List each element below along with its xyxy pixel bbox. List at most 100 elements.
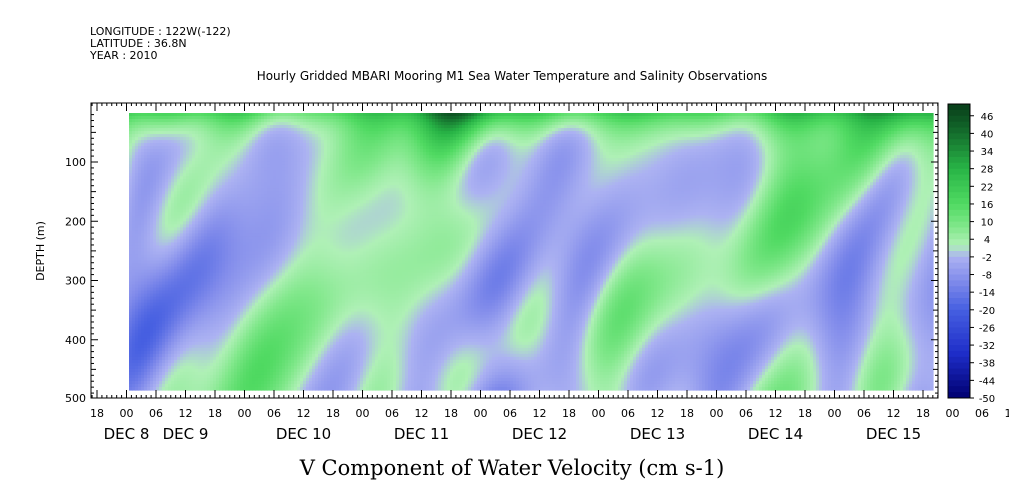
heatmap-cell — [789, 113, 793, 117]
heatmap-cell — [501, 128, 505, 132]
heatmap-cell — [567, 146, 571, 150]
heatmap-cell — [612, 149, 616, 153]
heatmap-cell — [357, 131, 361, 135]
heatmap-cell — [678, 131, 682, 135]
heatmap-cell — [588, 128, 592, 132]
heatmap-cell — [831, 128, 835, 132]
heatmap-cell — [354, 131, 358, 135]
heatmap-cell — [561, 134, 565, 138]
heatmap-cell — [723, 143, 727, 147]
heatmap-cell — [453, 143, 457, 147]
heatmap-cell — [792, 122, 796, 126]
heatmap-cell — [177, 116, 181, 120]
heatmap-cell — [468, 137, 472, 141]
heatmap-cell — [357, 137, 361, 141]
heatmap-cell — [705, 146, 709, 150]
heatmap-cell — [348, 122, 352, 126]
heatmap-cell — [183, 131, 187, 135]
heatmap-cell — [381, 137, 385, 141]
heatmap-cell — [621, 128, 625, 132]
heatmap-cell — [273, 113, 277, 117]
heatmap-cell — [927, 146, 931, 150]
heatmap-cell — [378, 140, 382, 144]
heatmap-cell — [870, 125, 874, 129]
heatmap-cell — [804, 128, 808, 132]
heatmap-cell — [795, 128, 799, 132]
heatmap-cell — [738, 137, 742, 141]
heatmap-cell — [279, 128, 283, 132]
heatmap-cell — [225, 131, 229, 135]
heatmap-cell — [327, 134, 331, 138]
heatmap-cell — [471, 119, 475, 123]
heatmap-cell — [303, 143, 307, 147]
heatmap-cell — [855, 149, 859, 153]
heatmap-cell — [159, 134, 163, 138]
heatmap-cell — [699, 128, 703, 132]
heatmap-cell — [249, 131, 253, 135]
heatmap-cell — [279, 137, 283, 141]
heatmap-cell — [819, 140, 823, 144]
heatmap-cell — [381, 140, 385, 144]
heatmap-cell — [372, 131, 376, 135]
heatmap-cell — [723, 128, 727, 132]
heatmap-cell — [774, 128, 778, 132]
heatmap-cell — [900, 143, 904, 147]
heatmap-cell — [276, 146, 280, 150]
heatmap-cell — [705, 128, 709, 132]
heatmap-cell — [924, 143, 928, 147]
heatmap-cell — [330, 143, 334, 147]
heatmap-cell — [396, 134, 400, 138]
heatmap-cell — [624, 140, 628, 144]
heatmap-cell — [519, 131, 523, 135]
heatmap-cell — [135, 128, 139, 132]
heatmap-cell — [717, 113, 721, 117]
heatmap-cell — [138, 113, 142, 117]
heatmap-cell — [558, 122, 562, 126]
heatmap-cell — [834, 122, 838, 126]
heatmap-cell — [897, 116, 901, 120]
heatmap-cell — [894, 134, 898, 138]
heatmap-cell — [786, 119, 790, 123]
heatmap-cell — [354, 125, 358, 129]
heatmap-cell — [162, 122, 166, 126]
heatmap-cell — [552, 116, 556, 120]
heatmap-cell — [654, 146, 658, 150]
heatmap-cell — [705, 131, 709, 135]
heatmap-cell — [615, 128, 619, 132]
heatmap-cell — [846, 122, 850, 126]
heatmap-cell — [651, 146, 655, 150]
heatmap-cell — [783, 125, 787, 129]
heatmap-cell — [804, 140, 808, 144]
heatmap-cell — [501, 122, 505, 126]
heatmap-cell — [543, 149, 547, 153]
heatmap-cell — [531, 122, 535, 126]
heatmap-cell — [402, 122, 406, 126]
heatmap-cell — [906, 146, 910, 150]
heatmap-cell — [624, 146, 628, 150]
heatmap-cell — [456, 146, 460, 150]
heatmap-cell — [243, 113, 247, 117]
heatmap-cell — [465, 143, 469, 147]
heatmap-cell — [312, 116, 316, 120]
heatmap-cell — [915, 134, 919, 138]
heatmap-cell — [843, 131, 847, 135]
heatmap-cell — [393, 131, 397, 135]
heatmap-cell — [162, 125, 166, 129]
heatmap-cell — [462, 119, 466, 123]
heatmap-cell — [681, 128, 685, 132]
heatmap-cell — [147, 119, 151, 123]
heatmap-cell — [480, 140, 484, 144]
heatmap-cell — [714, 122, 718, 126]
heatmap-cell — [615, 137, 619, 141]
heatmap-cell — [759, 119, 763, 123]
heatmap-cell — [642, 125, 646, 129]
heatmap-cell — [312, 122, 316, 126]
heatmap-cell — [804, 125, 808, 129]
heatmap-cell — [519, 122, 523, 126]
heatmap-cell — [258, 137, 262, 141]
heatmap-cell — [282, 116, 286, 120]
heatmap-cell — [561, 146, 565, 150]
heatmap-cell — [879, 137, 883, 141]
heatmap-cell — [324, 137, 328, 141]
heatmap-cell — [315, 137, 319, 141]
